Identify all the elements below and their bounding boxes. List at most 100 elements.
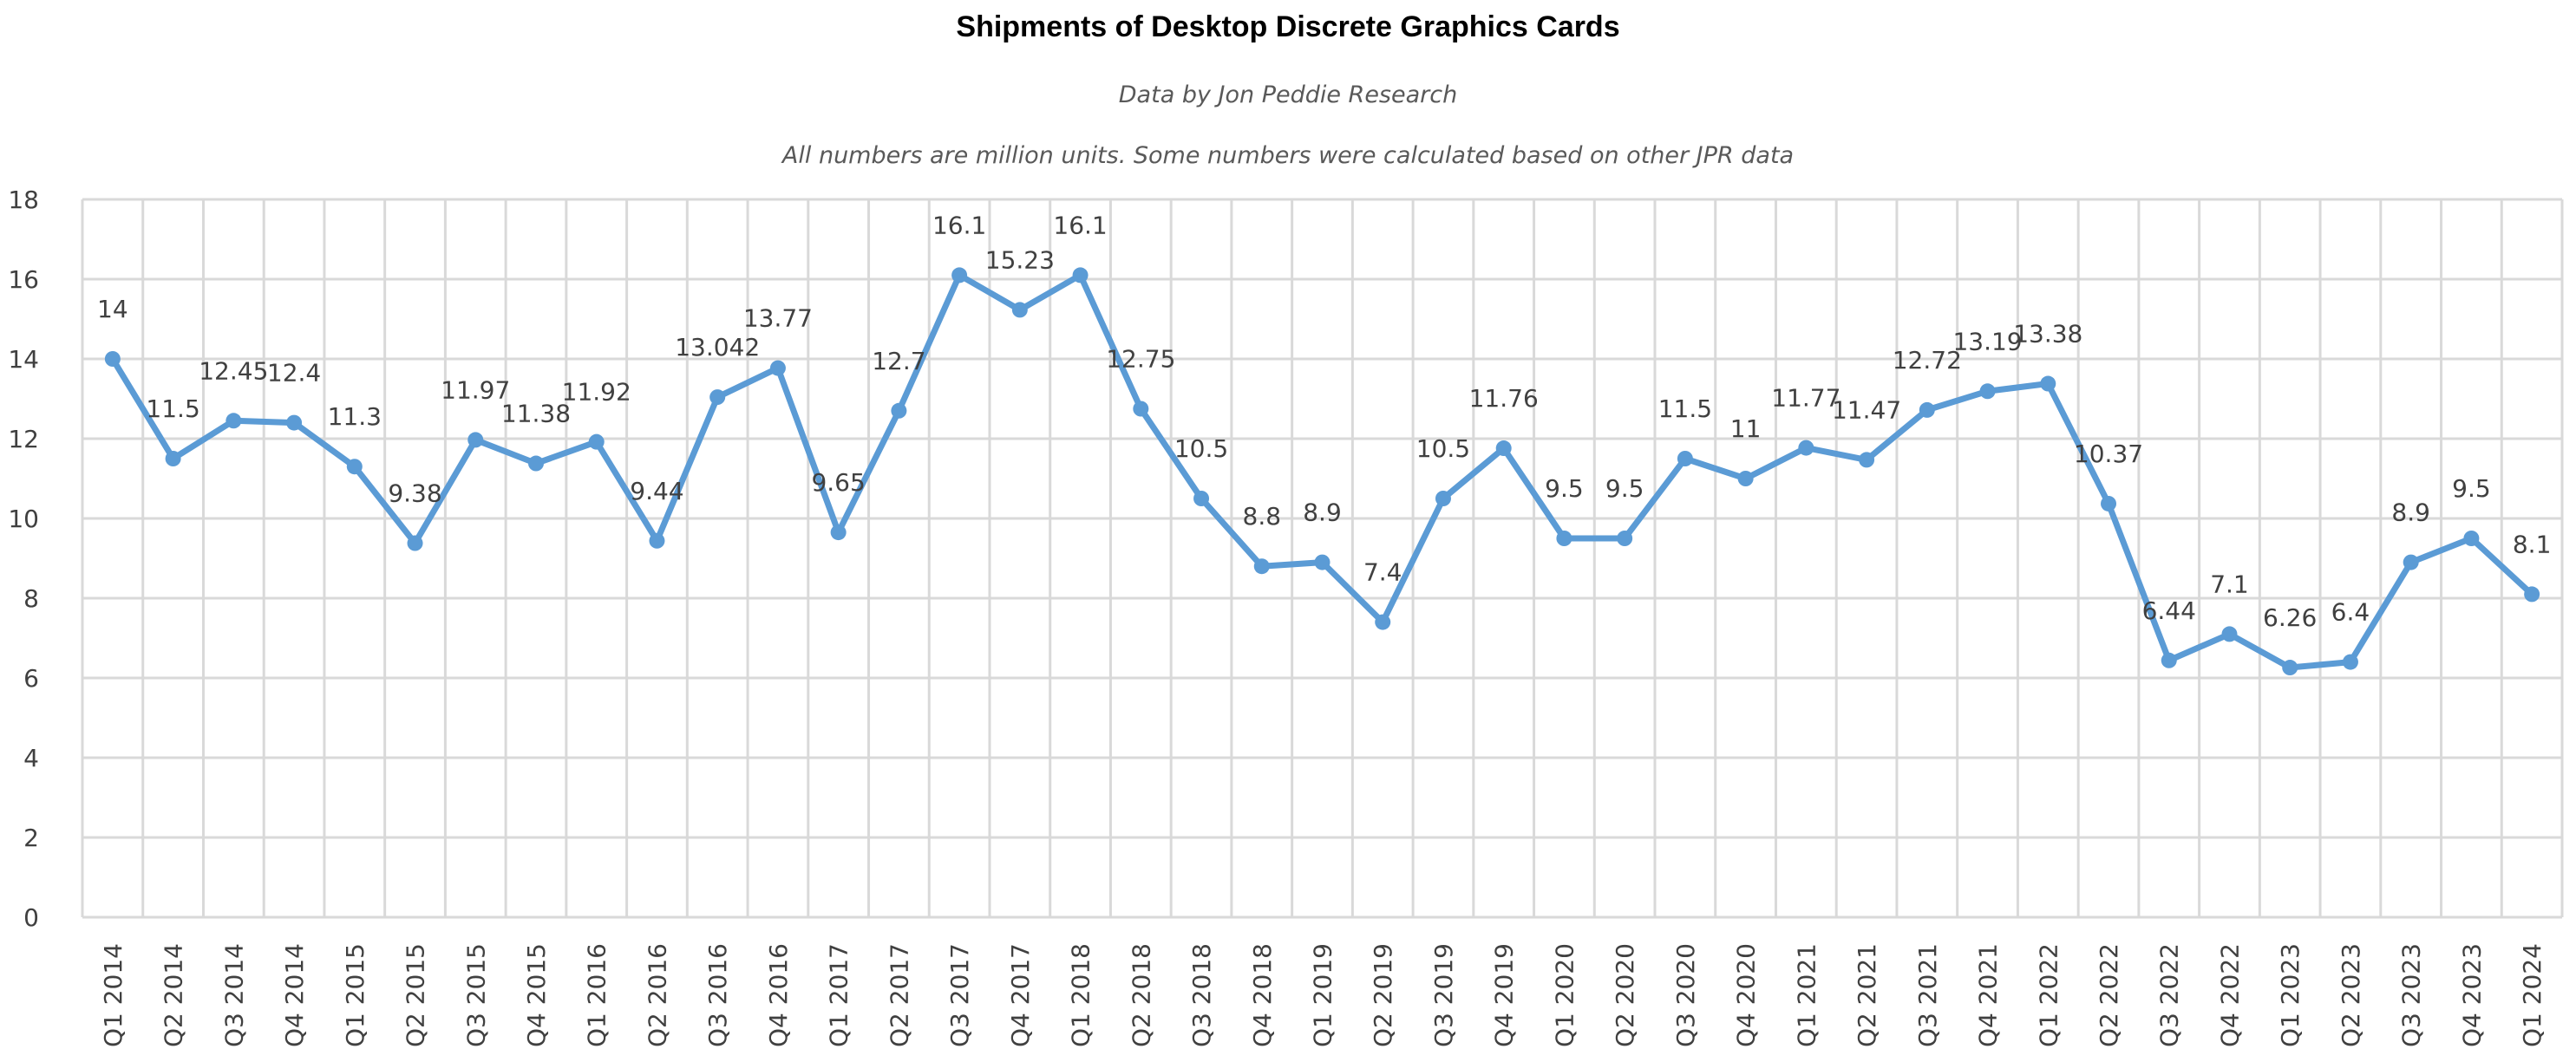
x-tick-label: Q4 2015	[522, 943, 551, 1047]
x-tick-label: Q4 2017	[1006, 943, 1035, 1047]
data-label: 12.7	[872, 347, 925, 375]
data-label: 14	[97, 295, 128, 323]
x-axis: Q1 2014 Q2 2014 Q3 2014 Q4 2014 Q1 2015 Q2 20…	[99, 943, 2547, 1047]
data-point	[346, 459, 363, 475]
data-label: 11	[1730, 414, 1762, 443]
chart-note: All numbers are million units. Some numb…	[781, 142, 1794, 169]
x-tick-label: Q4 2023	[2457, 943, 2486, 1047]
data-point	[1435, 491, 1451, 506]
x-tick-label: Q1 2022	[2034, 943, 2063, 1047]
data-label: 6.26	[2263, 603, 2317, 632]
data-point	[2282, 660, 2298, 676]
data-label: 11.77	[1771, 384, 1840, 413]
x-tick-label: Q3 2023	[2397, 943, 2426, 1047]
x-tick-label: Q1 2020	[1550, 943, 1579, 1047]
y-tick-label: 10	[8, 505, 39, 533]
data-point	[1495, 440, 1512, 457]
data-label: 11.5	[146, 394, 199, 423]
data-label: 11.38	[501, 400, 571, 428]
data-point	[1737, 471, 1754, 486]
y-tick-label: 2	[23, 824, 39, 852]
data-label: 6.4	[2331, 598, 2370, 627]
x-tick-label: Q4 2016	[764, 943, 793, 1047]
x-tick-label: Q4 2014	[280, 943, 309, 1047]
data-label: 7.4	[1363, 558, 1402, 587]
data-label: 13.77	[743, 304, 813, 333]
data-point	[527, 455, 544, 472]
data-label: 11.47	[1832, 395, 1901, 424]
x-tick-label: Q1 2024	[2518, 943, 2547, 1047]
data-point	[830, 524, 847, 541]
data-labels: 1411.512.4512.411.39.3811.9711.3811.929.…	[97, 211, 2551, 632]
x-tick-label: Q2 2020	[1611, 943, 1639, 1047]
series-shipments	[104, 267, 2540, 676]
y-tick-label: 12	[8, 425, 39, 453]
data-label: 8.9	[2391, 498, 2430, 527]
x-tick-label: Q3 2019	[1429, 943, 1458, 1047]
chart-subtitle: Data by Jon Peddie Research	[1119, 81, 1457, 108]
y-axis: 0 2 4 6 8 10 12 14 16 18	[8, 186, 39, 932]
data-label: 12.75	[1106, 345, 1175, 374]
x-tick-label: Q3 2017	[945, 943, 974, 1047]
x-tick-label: Q1 2021	[1792, 943, 1821, 1047]
x-tick-label: Q1 2019	[1309, 943, 1337, 1047]
x-tick-label: Q2 2014	[160, 943, 188, 1047]
data-point	[1133, 401, 1149, 417]
data-point	[2403, 554, 2419, 570]
data-point	[1253, 558, 1270, 575]
data-point	[588, 433, 605, 450]
x-tick-label: Q4 2022	[2215, 943, 2244, 1047]
x-tick-label: Q4 2021	[1974, 943, 2003, 1047]
data-label: 12.72	[1893, 346, 1962, 375]
data-point	[226, 413, 242, 429]
x-tick-label: Q2 2021	[1853, 943, 1881, 1047]
data-label: 13.042	[675, 333, 760, 362]
data-point	[709, 389, 726, 406]
data-label: 13.38	[2013, 320, 2082, 349]
data-point	[769, 360, 786, 376]
data-point	[2463, 531, 2480, 546]
x-tick-label: Q1 2016	[583, 943, 611, 1047]
data-label: 10.5	[1416, 434, 1470, 463]
y-tick-label: 14	[8, 345, 39, 374]
data-label: 11.92	[562, 378, 631, 407]
data-label: 11.97	[441, 375, 510, 404]
data-point	[2342, 654, 2358, 670]
x-tick-label: Q1 2015	[341, 943, 369, 1047]
x-tick-label: Q1 2023	[2276, 943, 2305, 1047]
data-point	[2101, 495, 2117, 511]
y-tick-label: 8	[23, 584, 39, 613]
data-point	[104, 351, 121, 367]
data-label: 10.37	[2074, 440, 2143, 468]
data-point	[649, 532, 665, 549]
data-point	[1072, 267, 1089, 283]
data-point	[1798, 440, 1814, 456]
data-label: 11.76	[1469, 384, 1539, 413]
data-point	[1979, 383, 1996, 400]
data-label: 10.5	[1174, 434, 1228, 463]
data-label: 9.65	[811, 468, 865, 497]
x-tick-label: Q3 2014	[219, 943, 248, 1047]
data-point	[1011, 302, 1028, 318]
y-tick-label: 4	[23, 744, 39, 772]
data-point	[2524, 586, 2540, 603]
x-tick-label: Q2 2019	[1369, 943, 1397, 1047]
x-tick-label: Q4 2020	[1732, 943, 1761, 1047]
data-label: 11.3	[328, 402, 382, 431]
x-tick-label: Q2 2018	[1127, 943, 1155, 1047]
y-tick-label: 16	[8, 265, 39, 294]
x-tick-label: Q2 2023	[2337, 943, 2365, 1047]
data-label: 12.4	[267, 359, 321, 388]
data-label: 6.44	[2142, 596, 2196, 625]
data-label: 16.1	[1053, 211, 1107, 239]
data-point	[467, 432, 484, 448]
data-point	[891, 402, 907, 419]
data-label: 16.1	[932, 211, 986, 239]
data-point	[1193, 491, 1210, 506]
y-tick-label: 6	[23, 664, 39, 693]
data-label: 9.5	[1605, 474, 1644, 503]
data-label: 9.44	[630, 477, 683, 505]
data-point	[1375, 614, 1391, 630]
data-point	[1617, 531, 1633, 546]
data-point	[2221, 626, 2238, 642]
